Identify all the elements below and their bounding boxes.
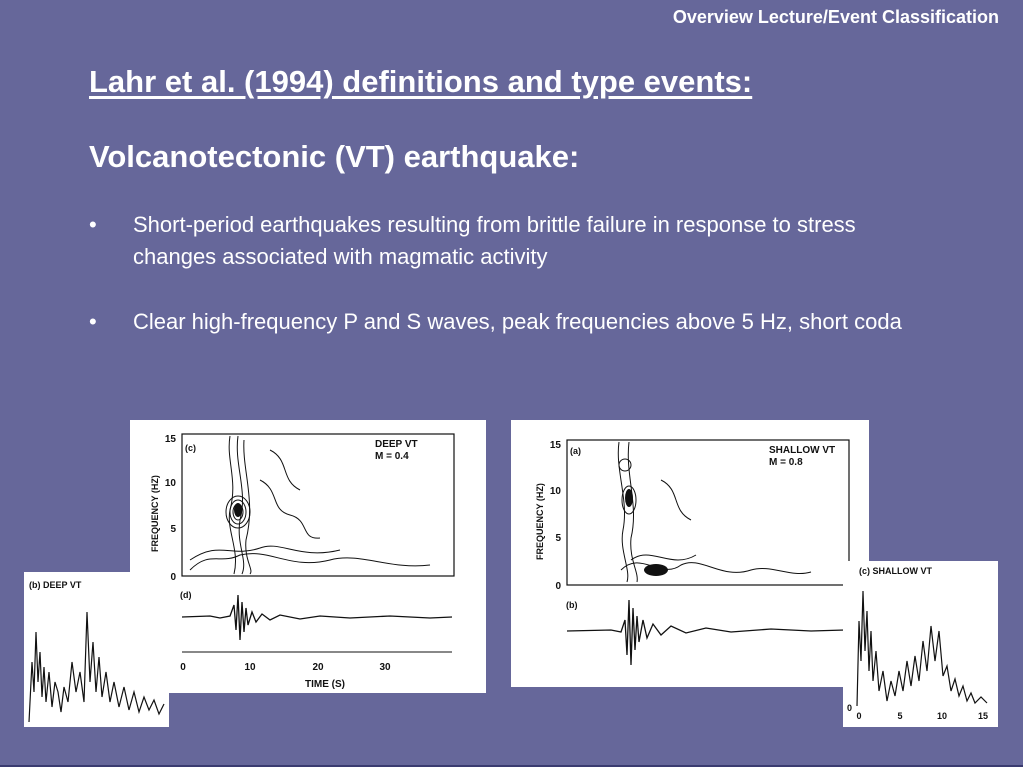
slide-title: Lahr et al. (1994) definitions and type …: [89, 64, 753, 99]
bullet-text: Clear high-frequency P and S waves, peak…: [133, 309, 902, 334]
spectrogram-panel-label: (c): [185, 443, 196, 453]
event-name: DEEP VT: [375, 439, 418, 450]
slide-subtitle: Volcanotectonic (VT) earthquake:: [89, 139, 580, 174]
spectrum-x-tick: 10: [937, 711, 947, 721]
spectrogram-panel-label: (a): [570, 446, 581, 456]
deep-vt-spectrum: (b) DEEP VT: [24, 572, 169, 727]
event-magnitude: M = 0.8: [769, 457, 803, 468]
y-tick: 5: [555, 533, 561, 544]
spectrum-y-tick: 0: [847, 703, 852, 713]
y-axis-label: FREQUENCY (HZ): [150, 475, 160, 552]
bullet-marker: •: [89, 309, 97, 334]
event-name: SHALLOW VT: [769, 445, 835, 456]
y-tick: 15: [165, 434, 177, 445]
spectrum-label: (b) DEEP VT: [29, 580, 82, 590]
y-tick: 0: [170, 572, 176, 583]
y-tick: 10: [165, 478, 177, 489]
section-header: Overview Lecture/Event Classification: [672, 7, 999, 27]
event-magnitude: M = 0.4: [375, 451, 409, 462]
bullet-marker: •: [89, 212, 97, 237]
shallow-vt-spectrum: (c) SHALLOW VT 0 0 5 10 15: [843, 561, 998, 727]
slide-bottom-border: [0, 765, 1023, 767]
x-tick: 0: [180, 662, 186, 673]
spectrum-x-tick: 0: [856, 711, 861, 721]
x-tick: 30: [379, 662, 391, 673]
bullet-item: • Short-period earthquakes resulting fro…: [89, 209, 919, 273]
shallow-vt-figure: (a) SHALLOW VT M = 0.8 15 10 5 0 1 FREQU…: [511, 420, 869, 687]
y-tick: 0: [555, 581, 561, 592]
bullet-text: Short-period earthquakes resulting from …: [133, 212, 856, 269]
y-tick: 5: [170, 524, 176, 535]
bullet-item: • Clear high-frequency P and S waves, pe…: [89, 306, 919, 338]
spectrum-x-tick: 5: [897, 711, 902, 721]
y-tick: 15: [550, 440, 562, 451]
x-axis-label: TIME (S): [305, 679, 345, 690]
spectrum-label: (c) SHALLOW VT: [859, 566, 932, 576]
x-tick: 20: [312, 662, 324, 673]
deep-vt-figure: (c) DEEP VT M = 0.4 15 10 5 0 FREQUENCY …: [130, 420, 486, 693]
x-tick: 10: [244, 662, 256, 673]
seismogram-panel-label: (b): [566, 600, 578, 610]
seismogram-panel-label: (d): [180, 590, 192, 600]
spectrum-x-tick: 15: [978, 711, 988, 721]
y-tick: 10: [550, 486, 562, 497]
y-axis-label: FREQUENCY (HZ): [535, 483, 545, 560]
